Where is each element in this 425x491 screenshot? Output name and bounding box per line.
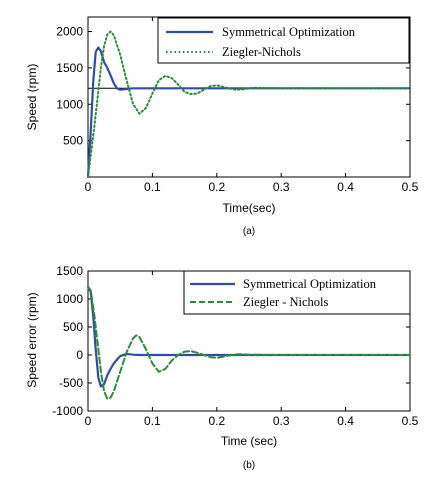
legend-label-ziegler: Ziegler-Nichols [222, 45, 301, 59]
y-tick-label: -1000 [52, 404, 83, 418]
y-ticks: 500 1000 1500 2000 [56, 25, 410, 148]
legend-box [183, 270, 411, 315]
x-axis-label: Time(sec) [223, 201, 276, 215]
y-tick-label: 1500 [56, 61, 83, 75]
x-tick-label: 0.3 [273, 414, 290, 428]
series-lines [86, 30, 412, 179]
y-tick-label: 500 [63, 320, 83, 334]
x-tick-label: 0.3 [273, 180, 290, 194]
x-tick-label: 0.4 [337, 180, 354, 194]
legend-label-ziegler: Ziegler - Nichols [243, 295, 329, 309]
y-tick-label: 1000 [56, 292, 83, 306]
y-axis-label: Speed error (rpm) [25, 292, 39, 387]
panel-caption: (a) [243, 226, 255, 237]
y-ticks: -1000 -500 0 500 1000 1500 [52, 264, 410, 418]
legend-label-symmetrical: Symmetrical Optimization [243, 277, 377, 291]
panel-caption: (b) [243, 460, 255, 471]
x-tick-label: 0 [85, 180, 92, 194]
x-tick-label: 0.5 [402, 180, 419, 194]
y-tick-label: 2000 [56, 25, 83, 39]
series-line-ziegler [87, 285, 411, 400]
legend: Symmetrical Optimization Ziegler-Nichols [157, 17, 410, 64]
x-tick-label: 0.2 [208, 414, 225, 428]
x-tick-label: 0.1 [144, 180, 161, 194]
chart-speed-error: -1000 -500 0 500 1000 1500 0 0.1 0.2 0.3 0.4 0.5 S… [25, 264, 419, 471]
legend: Symmetrical Optimization Ziegler - Nicho… [183, 270, 411, 315]
series-lines [86, 285, 412, 400]
y-tick-label: 1500 [56, 264, 83, 278]
series-line-symmetrical [86, 285, 412, 388]
y-tick-label: 0 [76, 348, 83, 362]
series-line-ziegler [87, 30, 411, 178]
x-ticks: 0 0.1 0.2 0.3 0.4 0.5 [85, 271, 419, 428]
y-axis-label: Speed (rpm) [25, 64, 39, 131]
y-tick-label: -500 [59, 376, 83, 390]
x-tick-label: 0 [85, 414, 92, 428]
x-ticks: 0 0.1 0.2 0.3 0.4 0.5 [85, 17, 419, 194]
x-axis-label: Time (sec) [221, 434, 277, 448]
chart-speed: 500 1000 1500 2000 0 0.1 0.2 0.3 0.4 0.5 Symmetr… [25, 16, 419, 237]
y-tick-label: 1000 [56, 97, 83, 111]
legend-label-symmetrical: Symmetrical Optimization [222, 25, 356, 39]
x-tick-label: 0.4 [337, 414, 354, 428]
legend-box [157, 17, 410, 64]
x-tick-label: 0.1 [144, 414, 161, 428]
x-tick-label: 0.2 [208, 180, 225, 194]
x-tick-label: 0.5 [402, 414, 419, 428]
y-tick-label: 500 [63, 134, 83, 148]
